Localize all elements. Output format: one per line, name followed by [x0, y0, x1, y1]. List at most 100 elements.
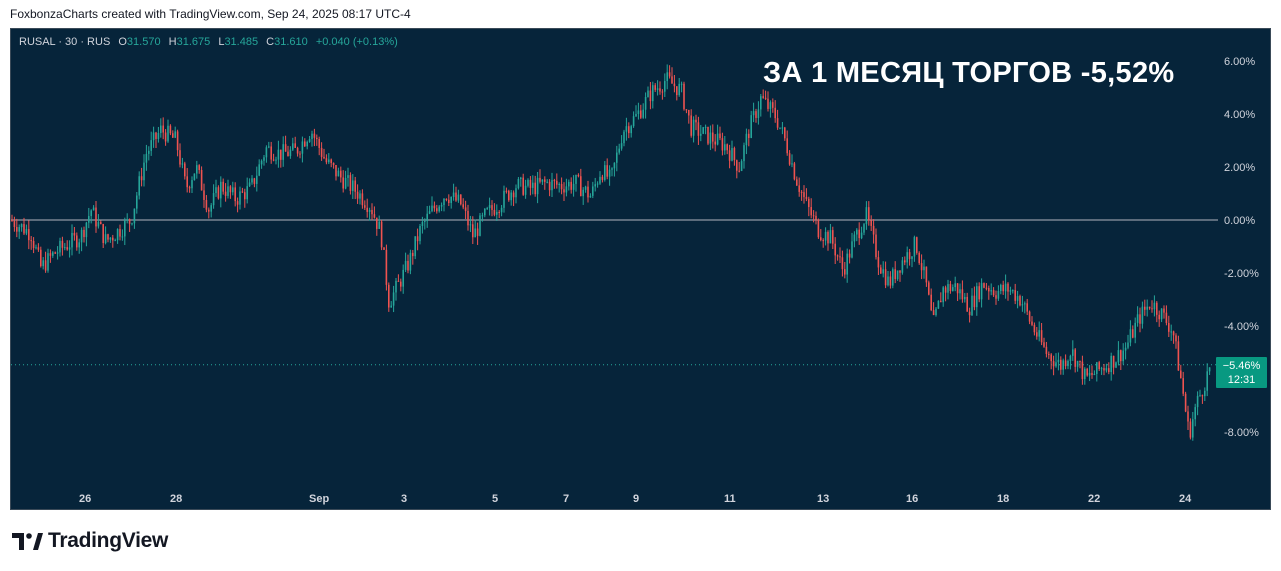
candle-body — [1040, 330, 1043, 343]
candle-body — [1122, 350, 1124, 362]
candle-body — [169, 125, 172, 134]
candle-body — [491, 205, 493, 210]
candlestick-chart[interactable]: 6.00% 4.00% 2.00% 0.00% -2.00% -4.00% -8.00% 26… — [11, 29, 1270, 509]
legend-open-label: O — [118, 36, 127, 48]
candle-body — [464, 207, 467, 211]
candle-body — [342, 177, 344, 189]
candle-body — [558, 183, 560, 185]
candle-body — [815, 215, 817, 220]
candle-body — [1139, 314, 1141, 324]
candle-body — [620, 143, 623, 149]
candle-body — [834, 243, 836, 256]
candle-body — [229, 186, 232, 193]
candle-body — [172, 133, 174, 138]
candle-body — [383, 247, 385, 250]
candle-body — [820, 237, 822, 241]
candle-body — [361, 193, 364, 206]
candle-body — [428, 211, 431, 214]
candle-body — [128, 219, 131, 224]
legend-close-value: 31.610 — [274, 36, 308, 48]
candle-body — [1177, 341, 1180, 371]
candle-body — [100, 222, 102, 225]
chart-panel[interactable]: 6.00% 4.00% 2.00% 0.00% -2.00% -4.00% -8.00% 26… — [10, 28, 1271, 510]
candle-body — [1146, 306, 1148, 310]
candle-body — [181, 163, 184, 165]
candle-body — [1050, 354, 1052, 362]
candle-body — [800, 191, 803, 193]
candle-body — [868, 207, 870, 221]
candle-body — [853, 234, 856, 242]
candle-body — [44, 260, 47, 271]
candle-body — [49, 253, 52, 256]
last-price-value: −5.46% — [1222, 360, 1261, 372]
candle-body — [918, 252, 920, 264]
candle-body — [580, 176, 582, 197]
candle-body — [500, 207, 503, 213]
candle-body — [556, 180, 558, 185]
candle-body — [469, 224, 472, 226]
candle-body — [808, 198, 810, 208]
candle-body — [208, 209, 210, 212]
candle-body — [80, 229, 83, 243]
candle-body — [666, 72, 668, 82]
candle-body — [1076, 361, 1079, 367]
candle-body — [68, 247, 71, 250]
candle-body — [860, 232, 863, 239]
candle-body — [104, 234, 107, 244]
candle-body — [368, 209, 371, 212]
candle-body — [781, 127, 784, 129]
candle-body — [1153, 302, 1156, 310]
candle-body — [1026, 303, 1028, 312]
candle-body — [330, 159, 332, 163]
candle-body — [512, 192, 515, 198]
candle-body — [366, 207, 368, 212]
candle-body — [320, 147, 323, 157]
candle-body — [616, 152, 618, 163]
candle-body — [1098, 362, 1100, 370]
candle-body — [73, 232, 76, 236]
legend-symbol[interactable]: RUSAL · 30 · RUS — [19, 36, 111, 48]
candle-body — [1045, 346, 1048, 354]
candle-body — [121, 236, 124, 238]
legend-low-value: 31.485 — [224, 36, 259, 48]
candle-body — [354, 180, 356, 192]
candle-body — [522, 177, 524, 195]
candle-body — [654, 85, 656, 90]
candle-body — [635, 113, 637, 117]
candle-body — [256, 175, 258, 184]
candle-body — [270, 146, 272, 160]
candle-body — [133, 208, 136, 224]
candle-body — [191, 180, 193, 189]
candle-body — [284, 144, 287, 152]
tradingview-logo[interactable]: TradingView — [12, 529, 168, 553]
candle-body — [1199, 395, 1201, 397]
candle-body — [762, 96, 764, 98]
candle-body — [592, 186, 594, 196]
candle-body — [856, 229, 858, 235]
candle-body — [18, 227, 20, 232]
x-tick-label: 9 — [633, 493, 639, 505]
candle-body — [652, 85, 654, 102]
y-tick-label: 0.00% — [1224, 215, 1255, 227]
candle-body — [584, 186, 587, 190]
candle-body — [812, 215, 815, 217]
candle-body — [740, 161, 743, 172]
candle-body — [613, 162, 616, 169]
candle-body — [241, 191, 244, 193]
y-tick-label: -8.00% — [1224, 427, 1259, 439]
candle-body — [541, 179, 544, 182]
candle-body — [589, 195, 592, 198]
candle-body — [1060, 359, 1062, 370]
candle-body — [294, 143, 296, 148]
candle-body — [198, 165, 200, 171]
candle-body — [268, 146, 270, 148]
candle-body — [630, 126, 632, 134]
candle-body — [426, 213, 428, 221]
candle-body — [702, 127, 704, 134]
candle-body — [30, 240, 32, 242]
candle-body — [731, 148, 733, 161]
candle-body — [966, 296, 968, 312]
candle-body — [836, 255, 839, 257]
candle-body — [107, 234, 109, 240]
candle-body — [858, 229, 860, 239]
